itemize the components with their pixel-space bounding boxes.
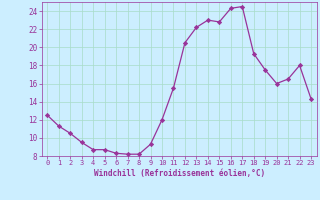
X-axis label: Windchill (Refroidissement éolien,°C): Windchill (Refroidissement éolien,°C) — [94, 169, 265, 178]
